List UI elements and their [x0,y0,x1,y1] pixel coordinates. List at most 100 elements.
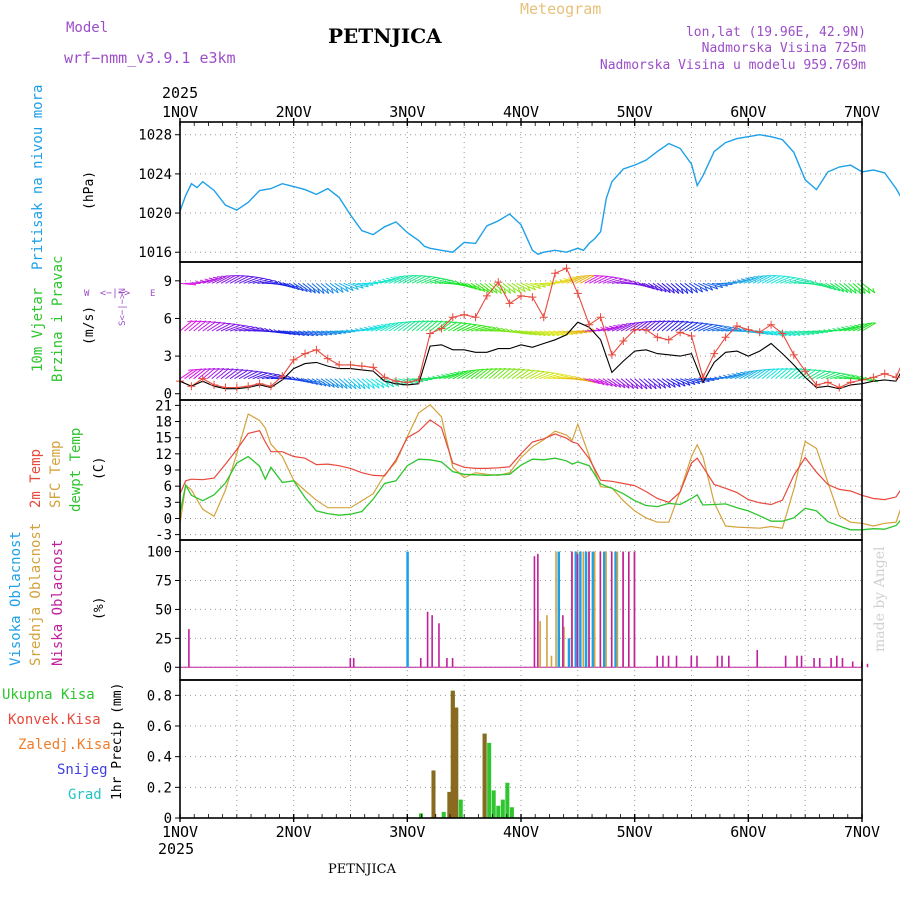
wind-arrow-upper [516,282,531,292]
wind-arrow-lower [667,383,671,389]
wind-arrow-upper [627,279,633,283]
wind-gust-marker [755,328,764,337]
wind-gust-marker [221,383,230,392]
wind-arrow-lower [293,378,310,384]
cloud-high-bar [406,551,409,668]
x-tick-label-top: 1NOV [162,103,198,121]
wind-arrow-middle [361,326,378,332]
wind-arrow-upper [557,278,573,284]
wind-gust-marker [653,333,662,342]
wind-gust-marker [210,380,219,389]
wind-arrow-upper [563,278,569,281]
wind-arrow-middle [484,328,501,332]
wind-arrow-lower [510,368,516,371]
wind-arrow-lower [352,378,366,390]
wind-arrow-lower [358,384,361,390]
wind-arrow-middle [197,321,212,332]
wind-arrow-upper [761,275,777,284]
wind-arrow-middle [666,320,680,332]
cloud-low-bar [696,655,698,668]
wind-arrow-middle [388,322,403,332]
wind-arrow-upper [525,282,541,290]
cloud-ytick-label: 100 [147,545,172,561]
wind-arrow-middle [620,322,636,332]
wind-gust-marker [880,369,889,378]
wind-arrow-upper [445,278,451,282]
wind-arrow-lower [670,378,686,387]
x-tick-label-top: 3NOV [389,103,425,121]
wind-arrow-upper [825,282,840,292]
wind-arrow-middle [712,324,718,326]
wind-arrow-middle [211,322,226,332]
wind-gust-marker [744,325,753,334]
precip-conv-bar [431,770,436,818]
wind-arrow-middle [793,330,810,336]
cloud-high-bar [567,638,571,668]
temp-sfc-line [179,404,900,529]
wind-arrow-lower [784,368,798,380]
wind-arrow-upper [331,288,334,294]
wind-arrow-upper [488,282,502,294]
x-tick-label-bottom: 7NOV [844,823,880,841]
wind-gust-marker [335,360,344,369]
wind-arrow-upper [829,282,844,293]
wind-arrow-lower [234,369,249,380]
wind-arrow-lower [344,383,348,389]
wind-arrow-lower [684,378,701,385]
x-tick-label-bottom: 1NOV [162,823,198,841]
wind-arrow-upper [343,282,359,291]
wind-arrow-middle [245,325,251,328]
wind-arrow-upper [352,282,369,288]
cloud-low-bar [610,551,613,668]
wind-arrow-upper [357,282,374,286]
x-tick-label-top: 2NOV [276,103,312,121]
cloud-low-bar [690,655,693,668]
precip-ytick-label: 0.2 [147,780,172,796]
wind-arrow-lower [340,383,344,389]
cloud-high-bar [614,551,617,668]
wind-arrow-upper [220,275,236,284]
wind-gust-marker [892,373,900,382]
wind-arrow-upper [430,276,436,278]
wind-arrow-lower [663,383,667,389]
wind-arrow-lower [626,383,630,389]
wind-arrow-lower [557,376,574,380]
wind-arrow-middle [725,329,742,332]
cloud-ytick-label: 50 [155,602,172,618]
wind-arrow-lower [206,367,220,380]
cloud-ytick-label: 0 [164,660,172,676]
wind-arrow-lower [320,378,335,388]
precip-total-bar [496,805,501,818]
wind-arrow-upper [809,280,815,284]
wind-arrow-middle [334,330,351,334]
cloud-low-bar [756,649,759,668]
wind-arrow-lower [448,371,464,380]
wind-arrow-lower [845,373,851,376]
wind-arrow-lower [740,371,746,374]
wind-arrow-lower [834,374,851,380]
cloud-low-bar [656,655,658,668]
wind-gust-marker [789,350,798,359]
wind-arrow-middle [486,325,492,328]
cloud-low-bar [800,655,803,668]
wind-arrow-middle [461,324,477,332]
wind-arrow-lower [238,370,254,380]
wind-arrow-upper [858,288,862,294]
precip-legend-conv: Konvek.Kisa [8,712,101,728]
wind-arrow-upper [684,282,698,294]
wind-arrow-middle [240,324,246,327]
wind-arrow-middle [516,330,533,336]
wind-arrow-lower [806,368,812,371]
wind-gust-marker [585,320,594,329]
cloud-low-bar [446,658,448,668]
wind-arrow-upper [329,282,344,293]
cloud-low-bar [533,556,536,668]
wind-arrow-lower [839,375,856,380]
wind-arrow-lower [487,368,493,371]
wind-arrow-lower [539,372,555,380]
wind-arrow-lower [439,373,455,380]
wind-arrow-middle [372,325,378,328]
wind-arrow-middle [853,324,860,327]
wind-arrow-lower [375,378,390,388]
wind-arrow-lower [657,378,671,389]
